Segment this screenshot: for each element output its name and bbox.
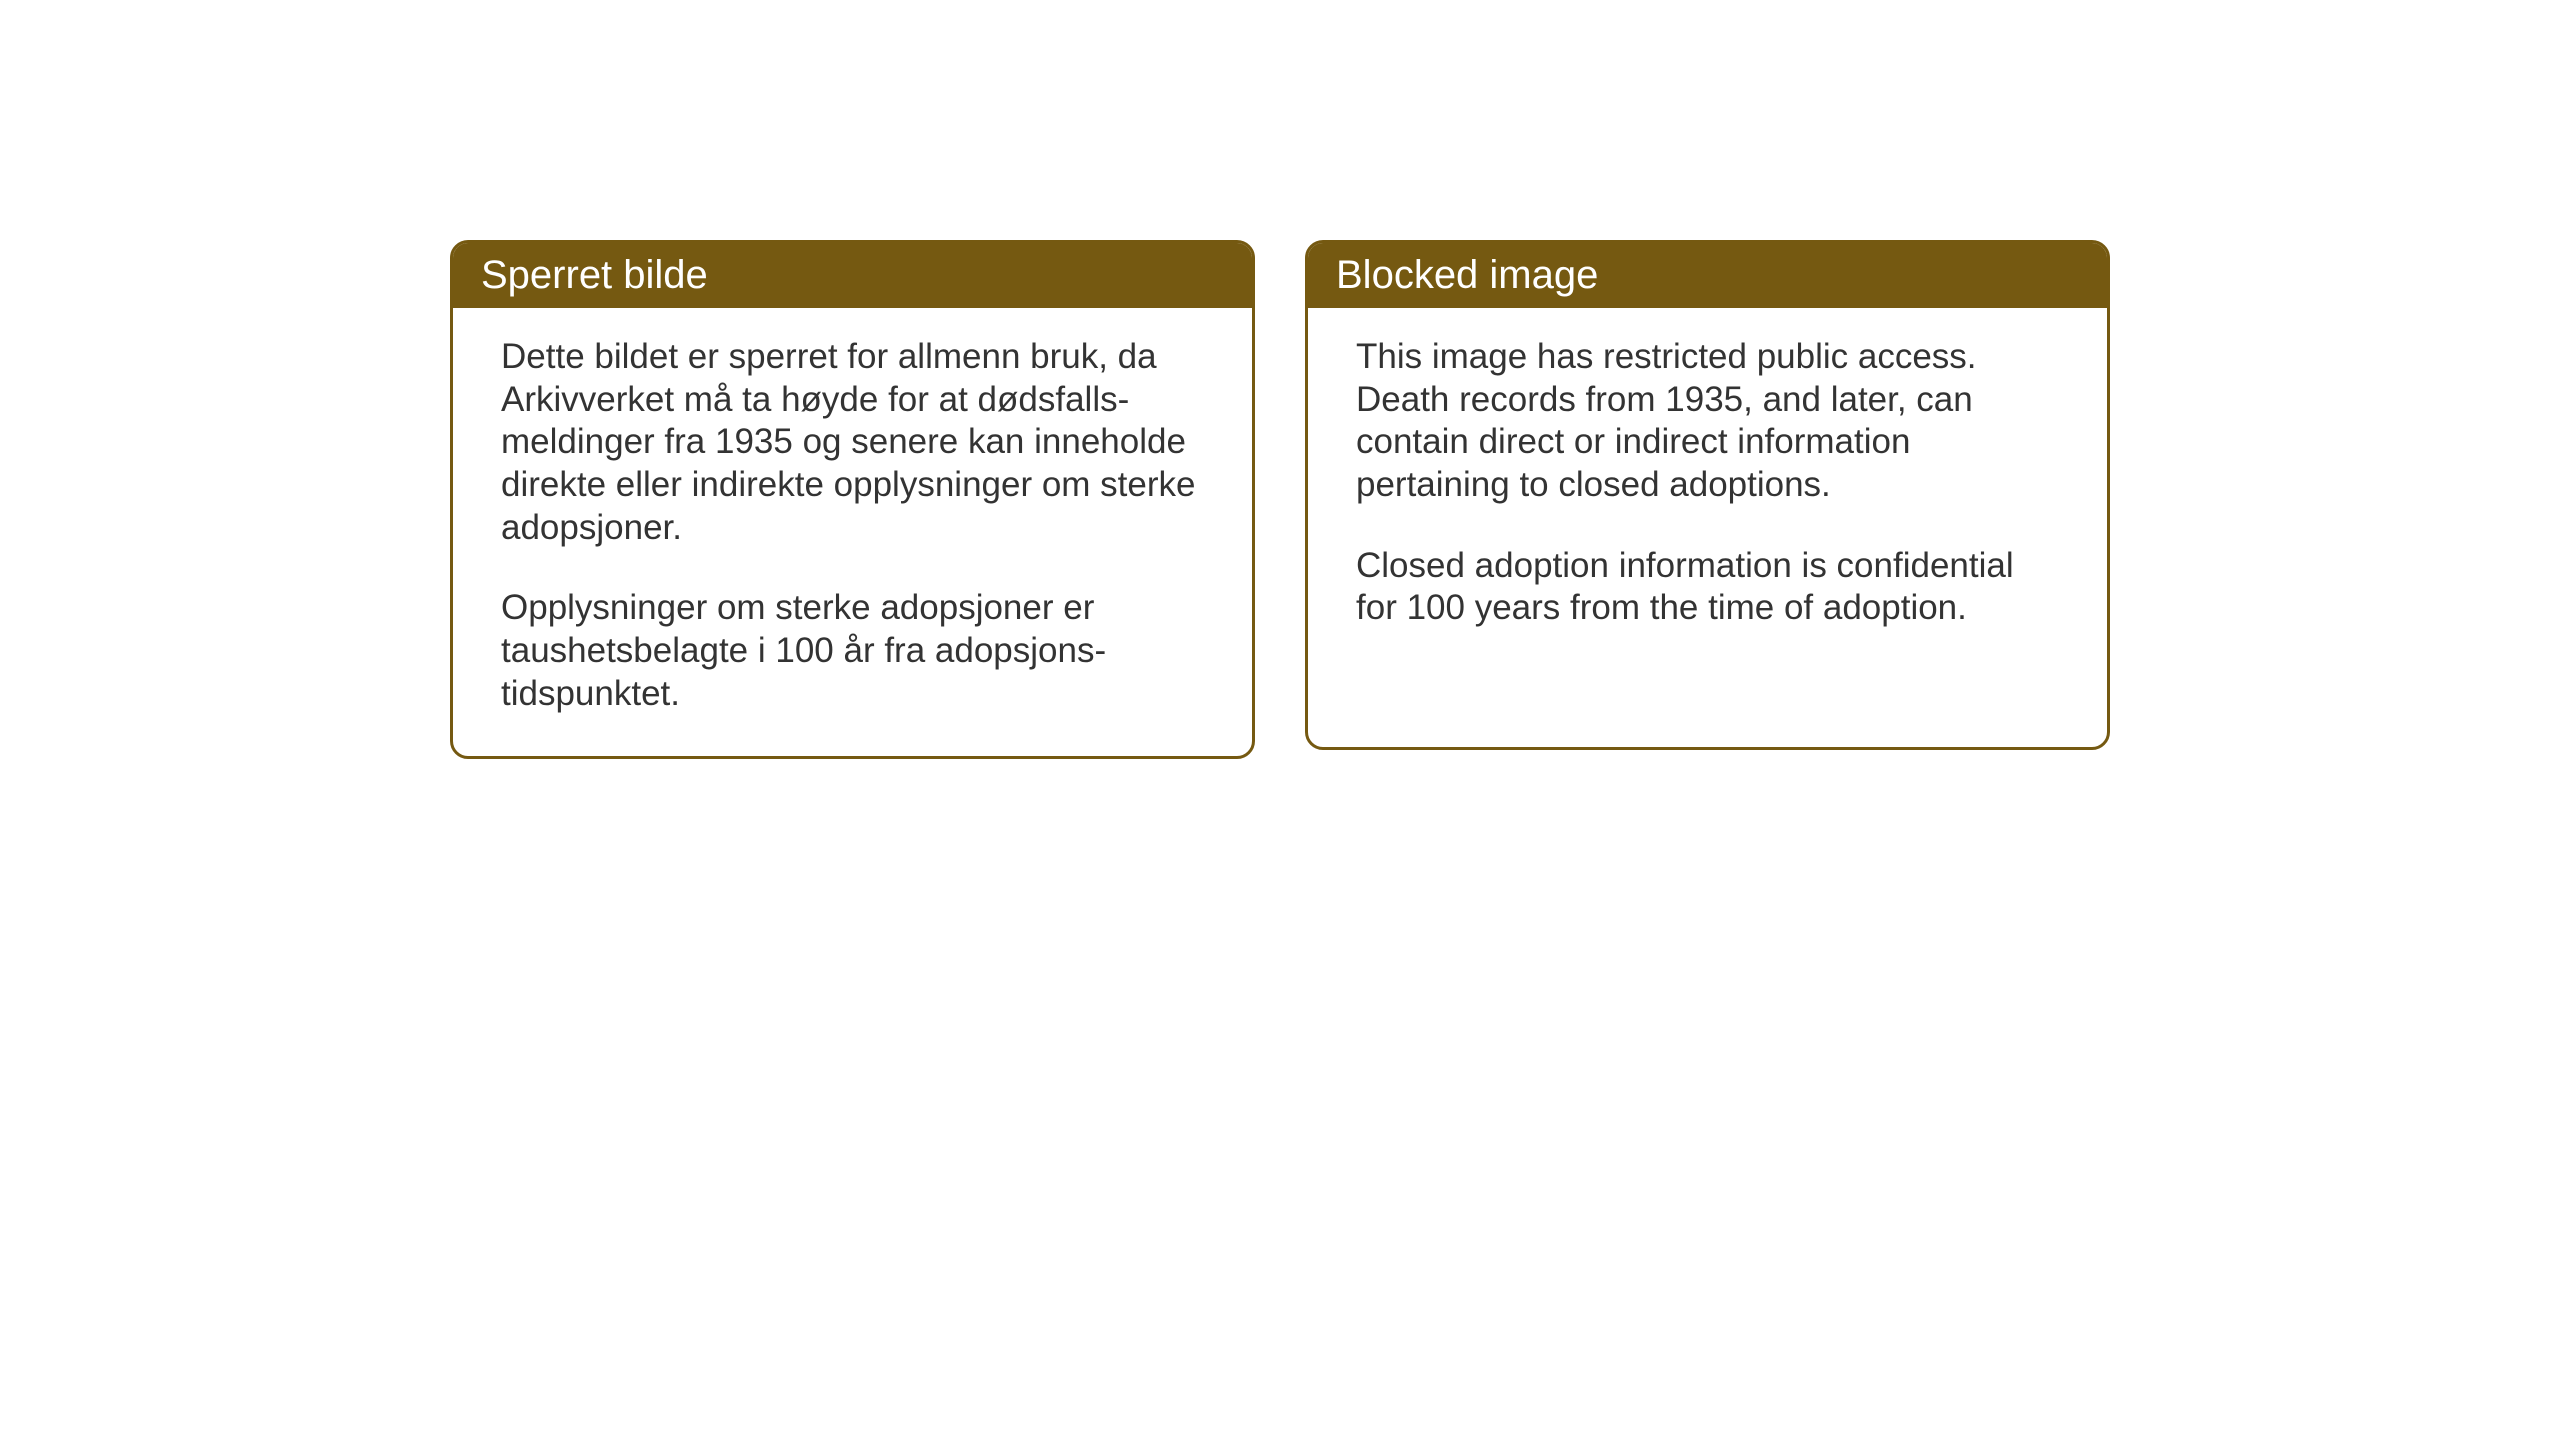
english-notice-card: Blocked image This image has restricted … — [1305, 240, 2110, 750]
english-card-header: Blocked image — [1308, 243, 2107, 308]
english-card-body: This image has restricted public access.… — [1308, 308, 2107, 670]
norwegian-paragraph-2: Opplysninger om sterke adopsjoner er tau… — [501, 587, 1204, 715]
english-paragraph-2: Closed adoption information is confident… — [1356, 545, 2059, 630]
norwegian-card-title: Sperret bilde — [481, 253, 708, 297]
english-card-title: Blocked image — [1336, 253, 1598, 297]
norwegian-card-header: Sperret bilde — [453, 243, 1252, 308]
norwegian-notice-card: Sperret bilde Dette bildet er sperret fo… — [450, 240, 1255, 759]
norwegian-card-body: Dette bildet er sperret for allmenn bruk… — [453, 308, 1252, 756]
norwegian-paragraph-1: Dette bildet er sperret for allmenn bruk… — [501, 336, 1204, 549]
english-paragraph-1: This image has restricted public access.… — [1356, 336, 2059, 507]
notice-container: Sperret bilde Dette bildet er sperret fo… — [450, 240, 2110, 759]
